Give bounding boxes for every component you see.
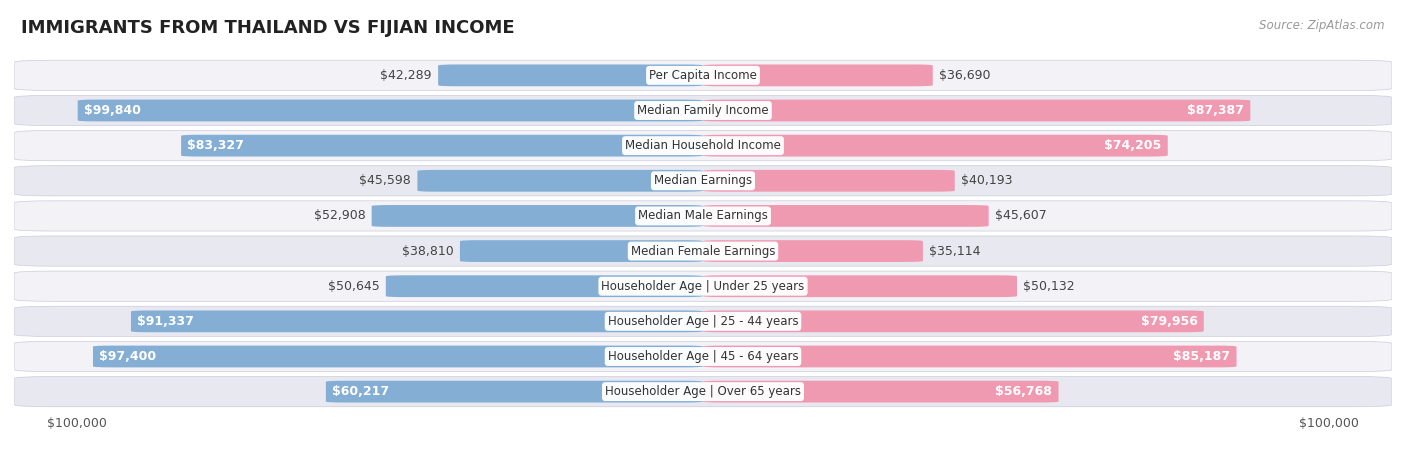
Text: $91,337: $91,337 <box>138 315 194 328</box>
Text: $36,690: $36,690 <box>939 69 991 82</box>
Text: $56,768: $56,768 <box>995 385 1052 398</box>
Text: $83,327: $83,327 <box>187 139 245 152</box>
FancyBboxPatch shape <box>703 381 1059 403</box>
Text: $87,387: $87,387 <box>1187 104 1244 117</box>
FancyBboxPatch shape <box>14 376 1392 407</box>
FancyBboxPatch shape <box>418 170 703 191</box>
FancyBboxPatch shape <box>703 205 988 227</box>
FancyBboxPatch shape <box>703 240 922 262</box>
FancyBboxPatch shape <box>14 271 1392 301</box>
Text: Householder Age | 25 - 44 years: Householder Age | 25 - 44 years <box>607 315 799 328</box>
Text: $79,956: $79,956 <box>1140 315 1198 328</box>
FancyBboxPatch shape <box>439 64 703 86</box>
FancyBboxPatch shape <box>14 131 1392 161</box>
FancyBboxPatch shape <box>14 166 1392 196</box>
Text: $99,840: $99,840 <box>84 104 141 117</box>
FancyBboxPatch shape <box>14 201 1392 231</box>
FancyBboxPatch shape <box>703 311 1204 332</box>
Text: $74,205: $74,205 <box>1104 139 1161 152</box>
Text: $60,217: $60,217 <box>332 385 389 398</box>
FancyBboxPatch shape <box>326 381 703 403</box>
Text: $40,193: $40,193 <box>960 174 1012 187</box>
Text: Median Male Earnings: Median Male Earnings <box>638 209 768 222</box>
FancyBboxPatch shape <box>703 170 955 191</box>
Text: Median Earnings: Median Earnings <box>654 174 752 187</box>
Text: $35,114: $35,114 <box>929 245 981 258</box>
FancyBboxPatch shape <box>77 99 703 121</box>
Text: Median Family Income: Median Family Income <box>637 104 769 117</box>
FancyBboxPatch shape <box>371 205 703 227</box>
Text: Householder Age | Under 25 years: Householder Age | Under 25 years <box>602 280 804 293</box>
Text: Median Household Income: Median Household Income <box>626 139 780 152</box>
Text: Per Capita Income: Per Capita Income <box>650 69 756 82</box>
Text: Median Female Earnings: Median Female Earnings <box>631 245 775 258</box>
FancyBboxPatch shape <box>181 135 703 156</box>
FancyBboxPatch shape <box>14 236 1392 266</box>
FancyBboxPatch shape <box>14 95 1392 126</box>
Text: $52,908: $52,908 <box>314 209 366 222</box>
Text: $50,132: $50,132 <box>1024 280 1074 293</box>
Text: Householder Age | 45 - 64 years: Householder Age | 45 - 64 years <box>607 350 799 363</box>
Text: $38,810: $38,810 <box>402 245 454 258</box>
Text: $45,598: $45,598 <box>360 174 411 187</box>
FancyBboxPatch shape <box>460 240 703 262</box>
FancyBboxPatch shape <box>93 346 703 368</box>
FancyBboxPatch shape <box>131 311 703 332</box>
FancyBboxPatch shape <box>703 64 932 86</box>
Text: $45,607: $45,607 <box>995 209 1046 222</box>
Text: Householder Age | Over 65 years: Householder Age | Over 65 years <box>605 385 801 398</box>
FancyBboxPatch shape <box>14 341 1392 372</box>
Text: Source: ZipAtlas.com: Source: ZipAtlas.com <box>1260 19 1385 32</box>
Text: $42,289: $42,289 <box>381 69 432 82</box>
Text: $50,645: $50,645 <box>328 280 380 293</box>
FancyBboxPatch shape <box>703 135 1168 156</box>
FancyBboxPatch shape <box>14 306 1392 336</box>
FancyBboxPatch shape <box>703 276 1017 297</box>
Text: $97,400: $97,400 <box>100 350 156 363</box>
Text: IMMIGRANTS FROM THAILAND VS FIJIAN INCOME: IMMIGRANTS FROM THAILAND VS FIJIAN INCOM… <box>21 19 515 37</box>
FancyBboxPatch shape <box>703 99 1250 121</box>
FancyBboxPatch shape <box>703 346 1236 368</box>
Text: $85,187: $85,187 <box>1173 350 1230 363</box>
FancyBboxPatch shape <box>385 276 703 297</box>
FancyBboxPatch shape <box>14 60 1392 91</box>
